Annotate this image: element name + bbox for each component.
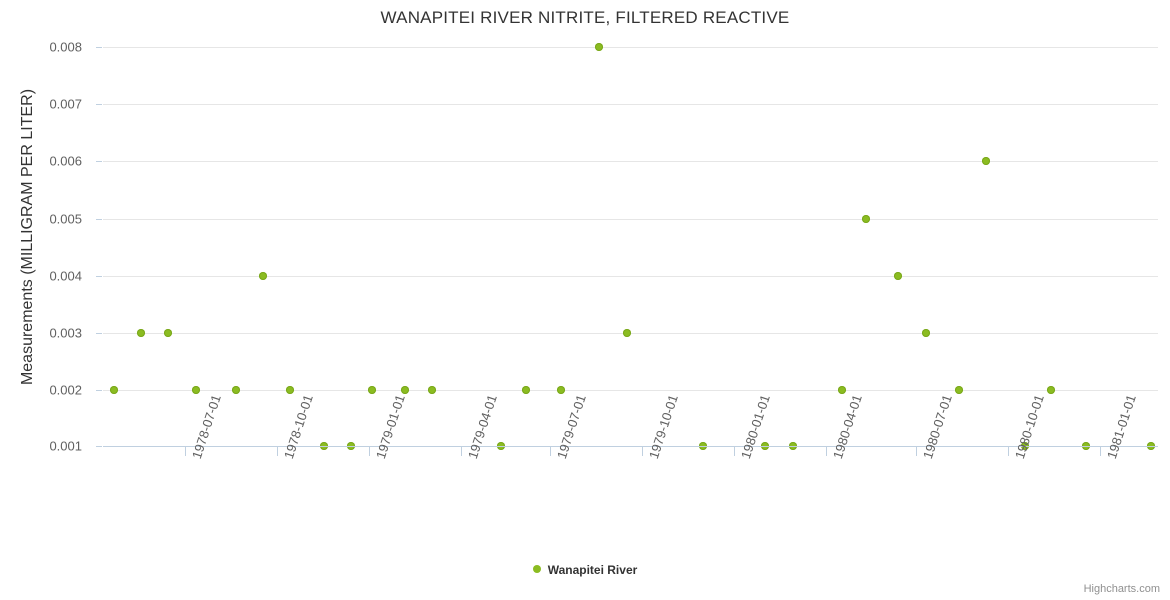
x-tick-mark [550,447,551,456]
data-point[interactable] [623,329,631,337]
gridline [103,219,1158,220]
x-tick-mark [1100,447,1101,456]
data-point[interactable] [137,329,145,337]
gridline [103,47,1158,48]
x-tick-mark [734,447,735,456]
data-point[interactable] [286,386,294,394]
data-point[interactable] [368,386,376,394]
data-point[interactable] [955,386,963,394]
data-point[interactable] [557,386,565,394]
data-point[interactable] [164,329,172,337]
legend-item-wanapitei-river[interactable]: Wanapitei River [532,562,638,577]
data-point[interactable] [522,386,530,394]
plot-area [103,40,1158,450]
gridline [103,161,1158,162]
y-tick-label: 0.003 [49,325,82,341]
data-point[interactable] [401,386,409,394]
data-point[interactable] [428,386,436,394]
gridline [103,276,1158,277]
x-tick-mark [642,447,643,456]
data-point[interactable] [922,329,930,337]
data-point[interactable] [1047,386,1055,394]
y-tick-mark [96,390,102,391]
x-tick-mark [461,447,462,456]
x-tick-mark [916,447,917,456]
y-tick-label: 0.001 [49,438,82,454]
y-tick-mark [96,333,102,334]
x-axis-line [103,446,1158,447]
gridline [103,104,1158,105]
highcharts-credits[interactable]: Highcharts.com [1083,583,1160,595]
y-tick-label: 0.006 [49,153,82,169]
legend-item-label: Wanapitei River [547,562,638,577]
x-tick-mark [369,447,370,456]
y-tick-label: 0.002 [49,382,82,398]
y-tick-mark [96,104,102,105]
x-tick-mark [1008,447,1009,456]
y-tick-label: 0.005 [49,211,82,227]
y-tick-mark [96,161,102,162]
data-point[interactable] [595,43,603,51]
y-tick-label: 0.004 [49,268,82,284]
data-point[interactable] [259,272,267,280]
data-point[interactable] [110,386,118,394]
y-tick-mark [96,276,102,277]
data-point[interactable] [982,157,990,165]
data-point[interactable] [192,386,200,394]
legend-marker-icon [532,564,541,573]
y-tick-label: 0.007 [49,96,82,112]
y-tick-mark [96,219,102,220]
data-point[interactable] [862,215,870,223]
x-tick-mark [277,447,278,456]
x-tick-mark [185,447,186,456]
x-tick-mark [826,447,827,456]
data-point[interactable] [894,272,902,280]
y-tick-label: 0.008 [49,39,82,55]
gridline [103,390,1158,391]
y-tick-mark [96,47,102,48]
y-tick-mark [96,446,102,447]
data-point[interactable] [838,386,846,394]
data-point[interactable] [232,386,240,394]
chart-title: WANAPITEI RIVER NITRITE, FILTERED REACTI… [380,8,790,27]
chart-legend: Wanapitei River [0,562,1170,577]
